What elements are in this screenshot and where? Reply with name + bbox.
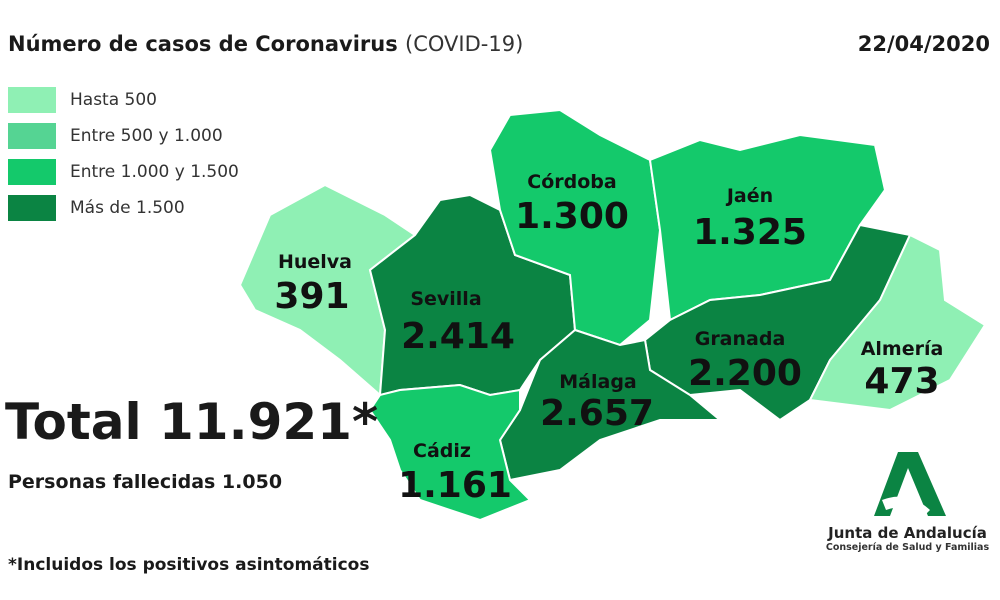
province-cases: 391 <box>274 276 349 317</box>
legend-item: Entre 1.000 y 1.500 <box>8 154 239 190</box>
province-cases: 2.200 <box>688 353 802 394</box>
province-name: Málaga <box>559 371 636 393</box>
legend-swatch <box>8 87 56 113</box>
logo-name: Junta de Andalucía <box>828 524 987 542</box>
legend-swatch <box>8 123 56 149</box>
logo-department: Consejería de Salud y Familias <box>825 542 990 553</box>
province-name: Granada <box>695 328 786 350</box>
province-cadiz <box>368 383 532 522</box>
legend-label: Hasta 500 <box>70 90 157 110</box>
province-name: Jaén <box>725 185 773 207</box>
province-cases: 1.325 <box>693 212 807 253</box>
legend-label: Más de 1.500 <box>70 198 185 218</box>
legend-swatch <box>8 195 56 221</box>
legend-label: Entre 500 y 1.000 <box>70 126 223 146</box>
legend-swatch <box>8 159 56 185</box>
province-name: Cádiz <box>413 440 471 462</box>
junta-logo: Junta de Andalucía Consejería de Salud y… <box>820 450 995 553</box>
deaths: Personas fallecidas 1.050 <box>8 471 283 493</box>
province-cases: 473 <box>864 361 939 402</box>
title-text: Número de casos de Coronavirus <box>8 32 398 56</box>
legend-label: Entre 1.000 y 1.500 <box>70 162 239 182</box>
province-cases: 2.657 <box>540 393 654 434</box>
date: 22/04/2020 <box>857 32 990 56</box>
andalucia-a-icon <box>873 452 946 516</box>
province-almeria <box>808 233 987 412</box>
legend-item: Hasta 500 <box>8 82 239 118</box>
title-suffix: (COVID-19) <box>405 32 524 56</box>
province-cases: 1.161 <box>398 465 512 506</box>
total-cases: Total 11.921* <box>5 393 379 451</box>
province-name: Huelva <box>278 251 352 273</box>
map-title: Número de casos de Coronavirus (COVID-19… <box>8 32 523 56</box>
province-name: Sevilla <box>410 288 481 310</box>
legend-item: Entre 500 y 1.000 <box>8 118 239 154</box>
province-cases: 2.414 <box>401 316 515 357</box>
legend-item: Más de 1.500 <box>8 190 239 226</box>
province-name: Córdoba <box>527 171 616 193</box>
legend: Hasta 500 Entre 500 y 1.000 Entre 1.000 y … <box>8 82 239 226</box>
province-cases: 1.300 <box>515 196 629 237</box>
province-name: Almería <box>861 338 944 360</box>
footnote: *Incluidos los positivos asintomáticos <box>8 555 370 575</box>
